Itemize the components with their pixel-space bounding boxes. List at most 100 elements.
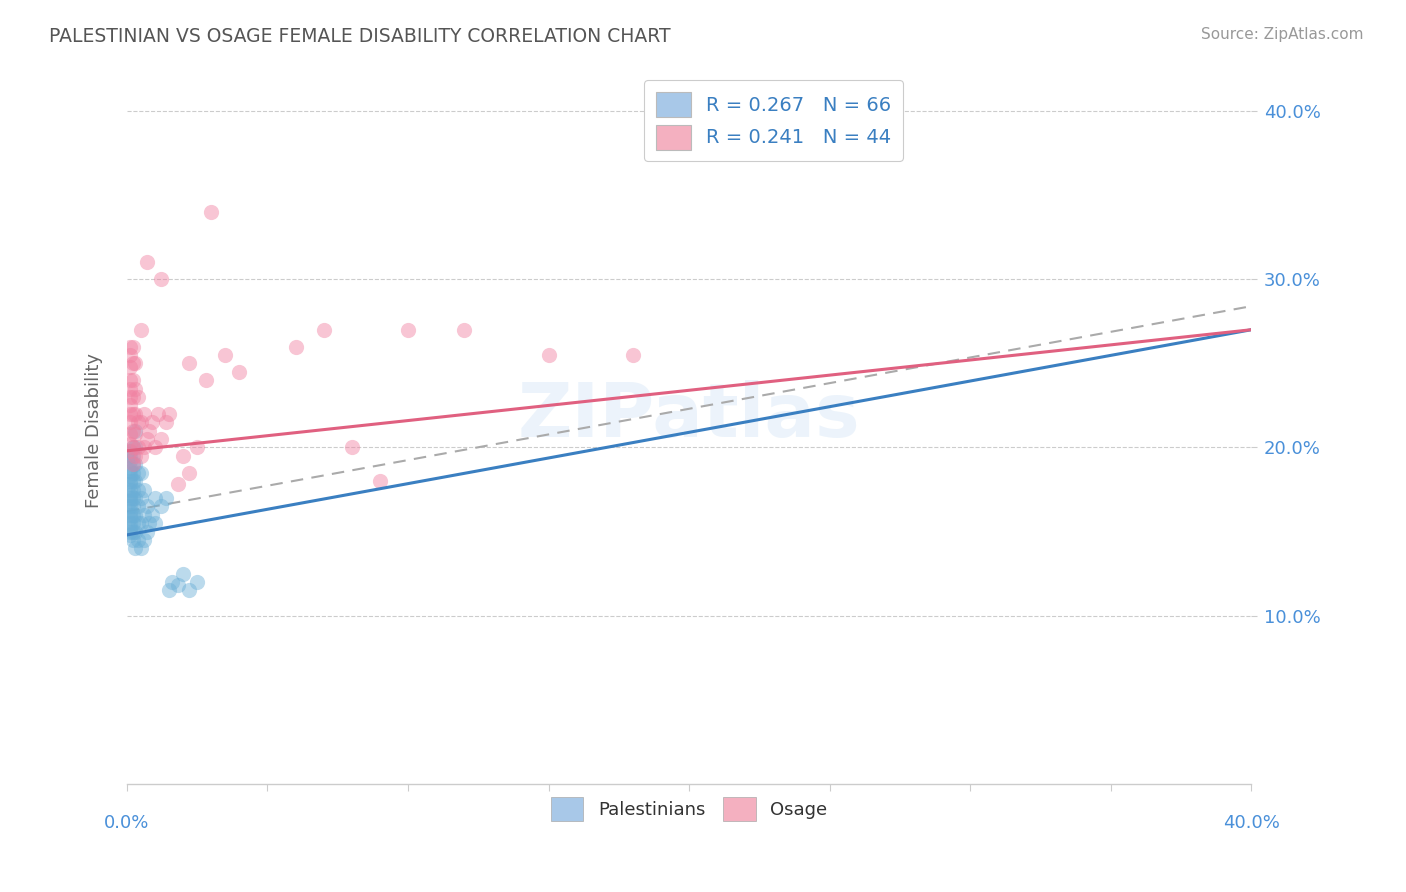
Point <box>127 516 149 530</box>
Point <box>118 528 141 542</box>
Point <box>129 516 152 530</box>
Point <box>118 437 141 451</box>
Legend: Palestinians, Osage: Palestinians, Osage <box>544 790 835 828</box>
Point <box>118 415 141 429</box>
Text: 40.0%: 40.0% <box>1223 814 1279 832</box>
Point <box>312 323 335 337</box>
Point <box>118 508 141 522</box>
Point <box>121 516 143 530</box>
Point <box>121 424 143 438</box>
Point <box>118 348 141 362</box>
Point <box>118 460 141 475</box>
Point <box>177 466 200 480</box>
Point <box>135 255 157 269</box>
Point <box>121 449 143 463</box>
Point <box>155 415 177 429</box>
Point <box>118 373 141 387</box>
Point <box>194 373 217 387</box>
Point <box>118 443 141 458</box>
Point <box>124 508 146 522</box>
Point <box>121 457 143 471</box>
Point <box>124 541 146 556</box>
Point <box>121 356 143 370</box>
Y-axis label: Female Disability: Female Disability <box>86 353 103 508</box>
Point <box>121 474 143 488</box>
Point <box>121 466 143 480</box>
Point <box>132 533 155 547</box>
Point <box>127 500 149 514</box>
Point <box>157 583 180 598</box>
Point <box>118 516 141 530</box>
Point <box>127 441 149 455</box>
Point <box>124 441 146 455</box>
Point <box>124 524 146 539</box>
Point <box>118 491 141 505</box>
Point <box>155 491 177 505</box>
Point <box>132 483 155 497</box>
Point <box>127 483 149 497</box>
Point <box>118 511 141 525</box>
Text: ZIPatlas: ZIPatlas <box>517 380 860 453</box>
Point <box>135 432 157 446</box>
Point <box>149 500 172 514</box>
Point <box>214 348 236 362</box>
Point <box>340 441 363 455</box>
Point <box>118 454 141 468</box>
Point <box>129 466 152 480</box>
Point <box>160 574 183 589</box>
Text: Source: ZipAtlas.com: Source: ZipAtlas.com <box>1201 27 1364 42</box>
Point <box>132 441 155 455</box>
Point <box>118 494 141 508</box>
Point <box>228 365 250 379</box>
Point <box>166 477 188 491</box>
Point <box>129 415 152 429</box>
Point <box>118 382 141 396</box>
Point <box>118 521 141 535</box>
Point <box>124 491 146 505</box>
Point <box>118 477 141 491</box>
Point <box>621 348 644 362</box>
Text: 0.0%: 0.0% <box>104 814 149 832</box>
Point <box>127 533 149 547</box>
Point <box>121 533 143 547</box>
Point <box>121 457 143 471</box>
Point <box>129 449 152 463</box>
Point <box>172 449 194 463</box>
Point <box>121 441 143 455</box>
Point <box>118 407 141 421</box>
Point <box>118 464 141 478</box>
Point <box>118 390 141 404</box>
Point <box>121 373 143 387</box>
Point <box>177 583 200 598</box>
Point <box>118 443 141 458</box>
Point <box>121 508 143 522</box>
Point <box>368 474 391 488</box>
Point <box>141 508 163 522</box>
Point <box>118 487 141 501</box>
Point <box>121 390 143 404</box>
Point <box>537 348 560 362</box>
Point <box>124 356 146 370</box>
Point <box>135 524 157 539</box>
Point <box>396 323 419 337</box>
Point <box>129 491 152 505</box>
Point <box>124 424 146 438</box>
Point <box>186 574 208 589</box>
Point <box>127 415 149 429</box>
Point <box>132 508 155 522</box>
Point <box>177 356 200 370</box>
Point <box>124 449 146 463</box>
Point <box>129 541 152 556</box>
Point <box>143 441 166 455</box>
Point <box>121 500 143 514</box>
Point <box>118 524 141 539</box>
Point <box>200 205 222 219</box>
Point <box>121 441 143 455</box>
Point <box>118 340 141 354</box>
Point <box>143 516 166 530</box>
Point <box>157 407 180 421</box>
Point <box>118 469 141 483</box>
Point <box>118 500 141 514</box>
Point <box>143 491 166 505</box>
Point <box>121 340 143 354</box>
